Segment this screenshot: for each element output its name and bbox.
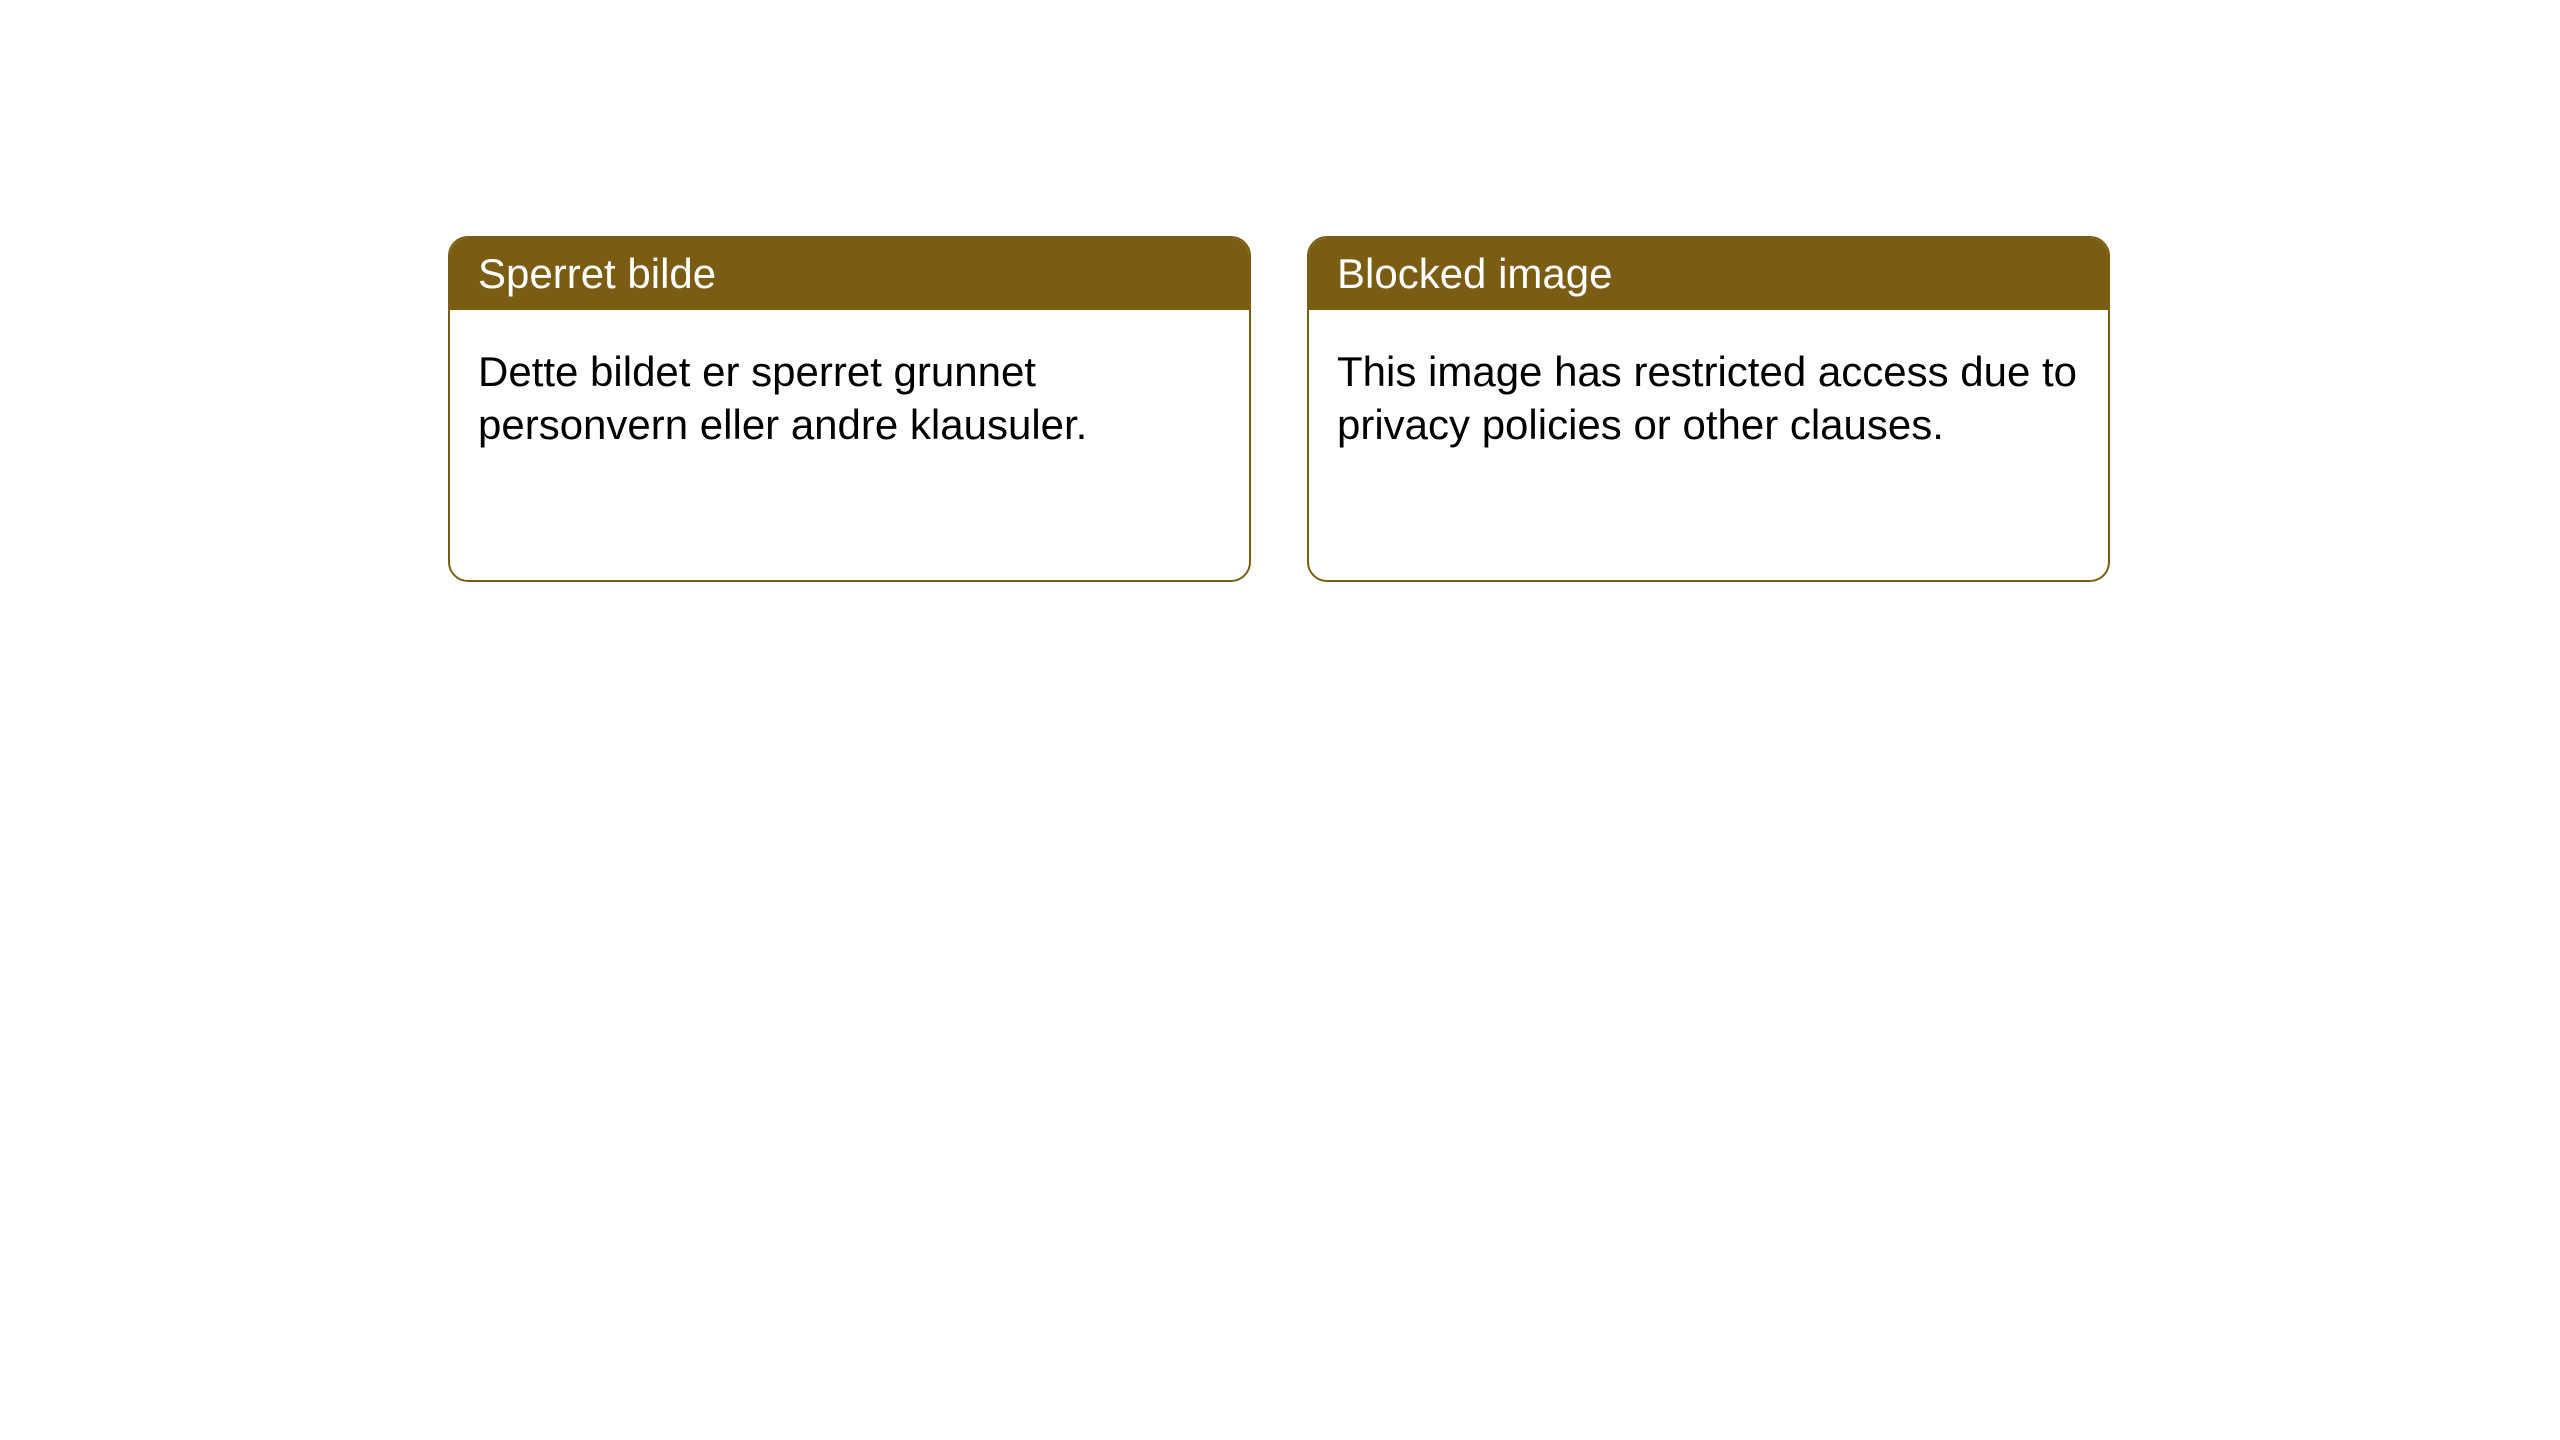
- notice-card-body: Dette bildet er sperret grunnet personve…: [450, 310, 1249, 580]
- notice-card-norwegian: Sperret bilde Dette bildet er sperret gr…: [448, 236, 1251, 582]
- notice-card-text: This image has restricted access due to …: [1337, 346, 2080, 451]
- notice-card-title: Blocked image: [1337, 250, 1612, 297]
- notice-card-header: Blocked image: [1309, 238, 2108, 310]
- notice-cards-container: Sperret bilde Dette bildet er sperret gr…: [448, 236, 2110, 582]
- notice-card-header: Sperret bilde: [450, 238, 1249, 310]
- notice-card-title: Sperret bilde: [478, 250, 716, 297]
- notice-card-body: This image has restricted access due to …: [1309, 310, 2108, 580]
- notice-card-text: Dette bildet er sperret grunnet personve…: [478, 346, 1221, 451]
- notice-card-english: Blocked image This image has restricted …: [1307, 236, 2110, 582]
